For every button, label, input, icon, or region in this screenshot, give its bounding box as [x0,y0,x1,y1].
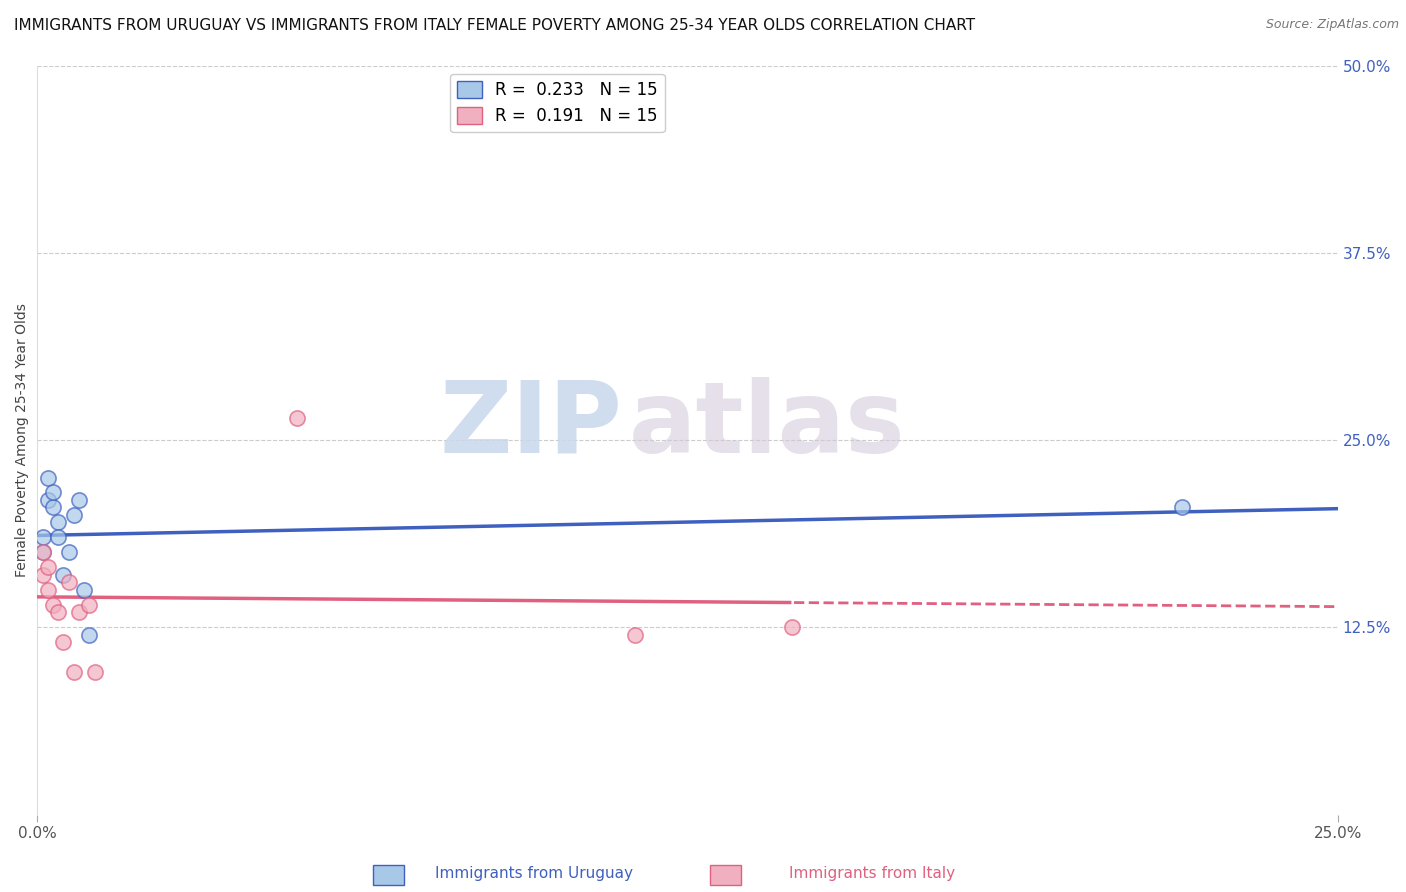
Point [31,567,53,582]
Text: Immigrants from Uruguay: Immigrants from Uruguay [436,866,633,881]
Text: atlas: atlas [628,376,905,474]
Point [42,485,65,500]
Text: ZIP: ZIP [440,376,623,474]
Point [83,665,105,680]
Point [62,665,84,680]
Point [62,508,84,522]
Point [31,545,53,559]
Point [79,598,101,612]
Point [73,582,96,597]
Point [37,493,59,508]
Text: Source: ZipAtlas.com: Source: ZipAtlas.com [1265,18,1399,31]
Point [287,410,309,425]
Point [46,516,69,530]
Point [52,567,75,582]
Point [624,628,647,642]
Text: Immigrants from Italy: Immigrants from Italy [789,866,955,881]
Point [780,620,803,634]
Point [46,530,69,544]
Point [67,493,90,508]
Point [37,470,59,484]
Y-axis label: Female Poverty Among 25-34 Year Olds: Female Poverty Among 25-34 Year Olds [15,303,30,577]
Point [1170,500,1192,515]
Point [67,605,90,619]
Legend: R =  0.233   N = 15, R =  0.191   N = 15: R = 0.233 N = 15, R = 0.191 N = 15 [450,74,665,132]
Point [58,545,80,559]
Point [79,628,101,642]
Point [37,582,59,597]
Point [31,545,53,559]
Point [37,560,59,574]
Point [31,530,53,544]
Text: IMMIGRANTS FROM URUGUAY VS IMMIGRANTS FROM ITALY FEMALE POVERTY AMONG 25-34 YEAR: IMMIGRANTS FROM URUGUAY VS IMMIGRANTS FR… [14,18,976,33]
Point [52,635,75,649]
Point [42,598,65,612]
Point [42,500,65,515]
Point [58,575,80,590]
Point [46,605,69,619]
